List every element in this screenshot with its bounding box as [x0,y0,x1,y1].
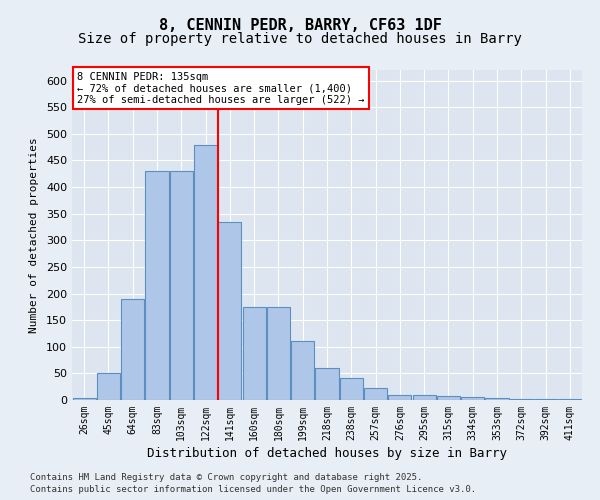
Bar [534,399,557,400]
Bar [437,396,460,400]
Bar [73,398,95,400]
Bar [194,144,217,400]
Bar [388,394,412,400]
X-axis label: Distribution of detached houses by size in Barry: Distribution of detached houses by size … [147,447,507,460]
Bar [559,399,581,400]
Bar [461,398,484,400]
Text: Contains HM Land Registry data © Crown copyright and database right 2025.: Contains HM Land Registry data © Crown c… [30,472,422,482]
Text: Contains public sector information licensed under the Open Government Licence v3: Contains public sector information licen… [30,485,476,494]
Bar [316,368,338,400]
Text: Size of property relative to detached houses in Barry: Size of property relative to detached ho… [78,32,522,46]
Bar [121,299,144,400]
Bar [145,171,169,400]
Bar [485,398,509,400]
Bar [364,388,387,400]
Bar [242,307,266,400]
Bar [340,378,363,400]
Bar [510,399,533,400]
Bar [218,222,241,400]
Bar [413,394,436,400]
Bar [291,342,314,400]
Bar [267,307,290,400]
Text: 8, CENNIN PEDR, BARRY, CF63 1DF: 8, CENNIN PEDR, BARRY, CF63 1DF [158,18,442,32]
Bar [97,374,120,400]
Text: 8 CENNIN PEDR: 135sqm
← 72% of detached houses are smaller (1,400)
27% of semi-d: 8 CENNIN PEDR: 135sqm ← 72% of detached … [77,72,365,105]
Y-axis label: Number of detached properties: Number of detached properties [29,137,39,333]
Bar [170,171,193,400]
